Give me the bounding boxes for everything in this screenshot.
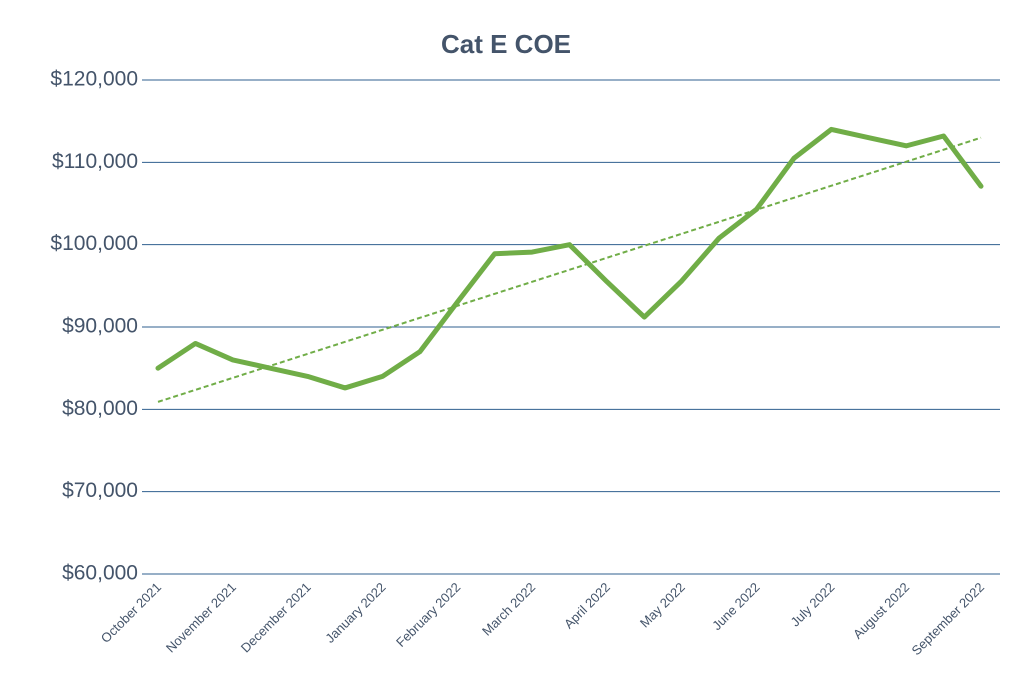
x-tick-label: August 2022: [850, 580, 912, 642]
y-tick-label: $120,000: [50, 68, 138, 91]
y-tick-label: $80,000: [62, 397, 138, 420]
x-tick-label: May 2022: [637, 580, 688, 631]
x-tick-label: December 2021: [238, 580, 314, 656]
chart-title: Cat E COE: [441, 29, 571, 59]
y-tick-label: $110,000: [52, 150, 138, 173]
y-tick-label: $90,000: [62, 315, 138, 338]
x-tick-label: April 2022: [561, 580, 613, 632]
x-tick-label: November 2021: [163, 580, 239, 656]
x-tick-label: July 2022: [788, 580, 838, 630]
x-tick-label: June 2022: [709, 580, 763, 634]
y-tick-label: $70,000: [62, 479, 138, 502]
x-tick-label: September 2022: [909, 580, 988, 659]
y-tick-label: $100,000: [50, 232, 138, 255]
y-tick-label: $60,000: [62, 562, 138, 585]
x-tick-label: January 2022: [322, 580, 388, 646]
line-series: [155, 126, 984, 391]
x-tick-label: February 2022: [393, 580, 463, 650]
x-tick-label: March 2022: [479, 580, 538, 639]
x-tick-label: October 2021: [98, 580, 164, 646]
trendline: [157, 136, 982, 403]
